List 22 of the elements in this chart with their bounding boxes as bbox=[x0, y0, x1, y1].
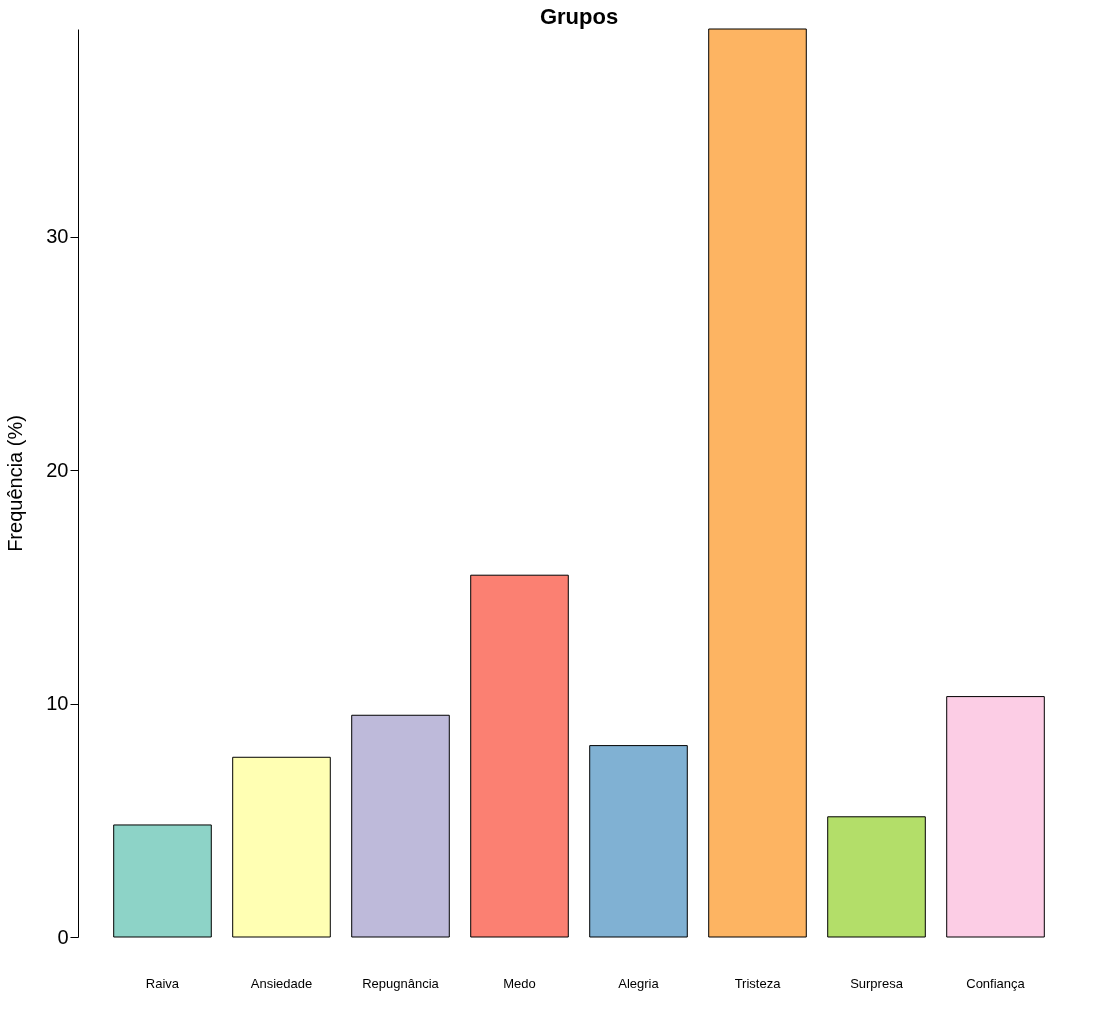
x-tick-label: Alegria bbox=[618, 975, 660, 991]
y-axis-title: Frequência (%) bbox=[4, 415, 27, 552]
x-tick-label: Ansiedade bbox=[250, 975, 313, 991]
bar bbox=[470, 574, 569, 938]
bar bbox=[708, 28, 807, 938]
x-tick-label: Confiança bbox=[966, 975, 1026, 991]
y-tick-label: 0 bbox=[57, 925, 69, 948]
bar bbox=[113, 824, 212, 938]
x-tick-label: Medo bbox=[503, 975, 536, 991]
x-tick-label: Raiva bbox=[145, 975, 180, 991]
x-tick-label: Repugnância bbox=[362, 975, 440, 991]
y-tick-label: 10 bbox=[46, 692, 69, 715]
bar bbox=[351, 714, 450, 938]
x-tick-label: Surpresa bbox=[850, 975, 904, 991]
bar bbox=[589, 745, 688, 938]
y-tick-label: 30 bbox=[46, 225, 69, 248]
y-tick-label: 20 bbox=[46, 458, 69, 481]
chart-title: Grupos bbox=[539, 3, 619, 29]
bar bbox=[232, 756, 331, 938]
bar bbox=[946, 696, 1045, 938]
x-tick-label: Tristeza bbox=[734, 975, 782, 991]
bar bbox=[827, 816, 926, 938]
